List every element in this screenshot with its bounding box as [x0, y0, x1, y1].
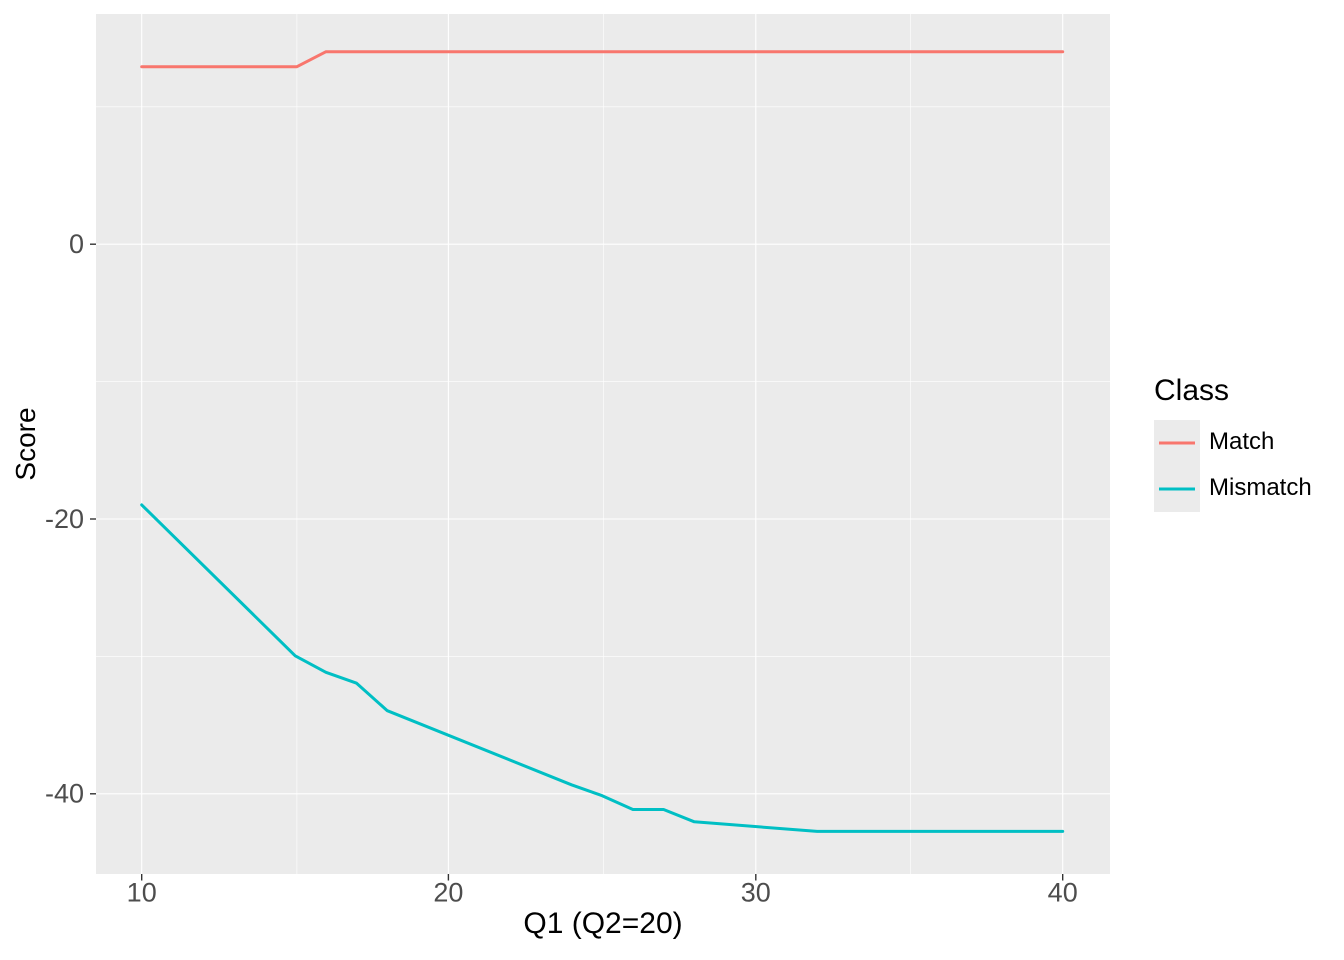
svg-text:Mismatch: Mismatch [1209, 474, 1312, 501]
svg-text:Score: Score [10, 407, 41, 480]
svg-text:0: 0 [69, 229, 84, 259]
svg-text:-40: -40 [45, 779, 84, 809]
svg-text:Match: Match [1209, 428, 1274, 455]
svg-text:Class: Class [1154, 374, 1229, 407]
svg-text:10: 10 [127, 878, 157, 908]
svg-text:20: 20 [433, 878, 463, 908]
svg-text:Q1 (Q2=20): Q1 (Q2=20) [523, 907, 682, 940]
svg-text:30: 30 [741, 878, 771, 908]
svg-text:-20: -20 [45, 504, 84, 534]
svg-text:40: 40 [1048, 878, 1078, 908]
